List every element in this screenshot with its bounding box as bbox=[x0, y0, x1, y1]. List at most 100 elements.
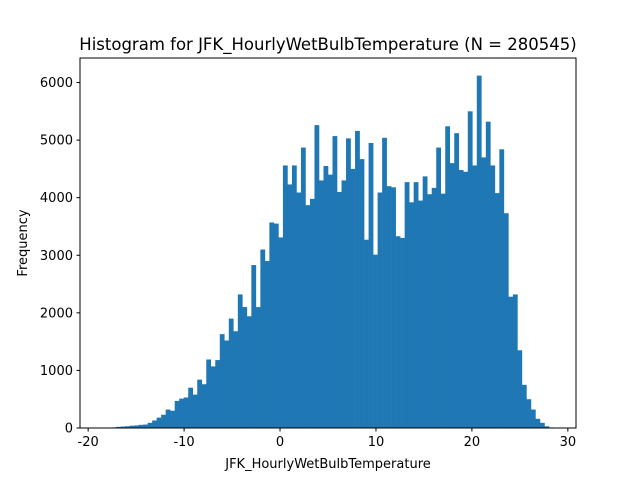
bar bbox=[152, 420, 157, 428]
bar bbox=[215, 360, 221, 428]
bar bbox=[341, 180, 347, 428]
bar bbox=[463, 171, 469, 429]
bar bbox=[224, 340, 230, 428]
bar bbox=[179, 398, 185, 428]
bar bbox=[174, 400, 180, 428]
bar bbox=[499, 149, 505, 428]
bar bbox=[296, 192, 302, 428]
bar bbox=[517, 350, 523, 428]
bar bbox=[494, 193, 500, 428]
bar bbox=[431, 187, 437, 428]
bar bbox=[544, 426, 550, 428]
bar bbox=[165, 409, 171, 428]
bar bbox=[382, 137, 387, 428]
bar bbox=[355, 130, 360, 429]
bar bbox=[201, 384, 207, 428]
y-tick-label: 1000 bbox=[40, 364, 73, 379]
bar bbox=[467, 111, 473, 428]
bar bbox=[237, 294, 243, 428]
y-tick-label: 6000 bbox=[40, 76, 73, 91]
bar bbox=[143, 424, 148, 428]
bar bbox=[427, 194, 433, 428]
bar bbox=[539, 422, 545, 428]
bar bbox=[445, 126, 451, 428]
bar bbox=[170, 410, 175, 428]
bar bbox=[282, 165, 288, 428]
bar bbox=[233, 331, 239, 428]
bar bbox=[409, 202, 414, 428]
bar bbox=[458, 170, 464, 429]
bar bbox=[206, 359, 212, 428]
bar bbox=[337, 191, 342, 428]
bar bbox=[314, 125, 320, 429]
bar bbox=[332, 136, 338, 428]
y-tick-label: 2000 bbox=[40, 306, 73, 321]
y-tick-label: 3000 bbox=[40, 249, 73, 264]
bar bbox=[490, 165, 496, 428]
bar bbox=[309, 198, 315, 428]
bar bbox=[359, 159, 365, 428]
bar bbox=[395, 236, 401, 428]
bar bbox=[418, 200, 423, 428]
x-axis-label: JFK_HourlyWetBulbTemperature bbox=[224, 457, 431, 472]
bar bbox=[323, 166, 329, 428]
bar bbox=[120, 426, 126, 428]
chart-title: Histogram for JFK_HourlyWetBulbTemperatu… bbox=[79, 35, 576, 55]
bar bbox=[422, 176, 428, 428]
bar bbox=[183, 397, 189, 428]
bar bbox=[287, 184, 293, 428]
bar bbox=[454, 133, 460, 428]
bar bbox=[264, 261, 270, 428]
bar bbox=[449, 163, 455, 429]
bar bbox=[305, 205, 311, 428]
bar bbox=[530, 409, 536, 428]
bar bbox=[404, 182, 410, 428]
bar bbox=[156, 417, 162, 428]
bar bbox=[508, 296, 514, 428]
bar bbox=[197, 379, 203, 428]
bar bbox=[161, 414, 166, 428]
y-tick-label: 0 bbox=[65, 422, 73, 437]
bar bbox=[192, 394, 198, 428]
bar bbox=[391, 187, 396, 428]
bar bbox=[260, 249, 266, 428]
bar bbox=[512, 294, 518, 428]
bar bbox=[400, 237, 405, 428]
bar bbox=[210, 366, 216, 428]
bar bbox=[273, 223, 279, 428]
bar bbox=[368, 142, 374, 428]
bar bbox=[269, 222, 275, 428]
bar bbox=[129, 425, 135, 428]
bar bbox=[138, 424, 144, 428]
bar bbox=[219, 334, 225, 428]
bar bbox=[436, 147, 442, 428]
x-tick-label: 30 bbox=[560, 435, 577, 450]
bar bbox=[134, 425, 139, 428]
bar bbox=[440, 193, 446, 428]
axes-frame bbox=[79, 57, 577, 429]
bar bbox=[242, 307, 248, 428]
y-tick-label: 5000 bbox=[40, 134, 73, 149]
bar bbox=[476, 75, 482, 428]
bar bbox=[377, 192, 383, 428]
bar bbox=[116, 426, 121, 428]
bar bbox=[291, 165, 297, 428]
bar bbox=[503, 213, 509, 428]
bar bbox=[328, 174, 333, 428]
x-tick-label: -10 bbox=[173, 435, 194, 450]
y-tick-label: 4000 bbox=[40, 191, 73, 206]
x-tick-label: 20 bbox=[464, 435, 481, 450]
bar bbox=[481, 157, 487, 428]
bar bbox=[246, 316, 252, 428]
bar bbox=[318, 180, 324, 428]
bar bbox=[350, 168, 356, 428]
x-tick-label: 10 bbox=[368, 435, 385, 450]
bar bbox=[251, 265, 257, 428]
bar bbox=[125, 426, 130, 428]
bar bbox=[521, 384, 527, 428]
bar bbox=[526, 399, 532, 428]
bar bbox=[386, 186, 392, 428]
bar bbox=[188, 387, 194, 428]
bar bbox=[278, 237, 284, 428]
